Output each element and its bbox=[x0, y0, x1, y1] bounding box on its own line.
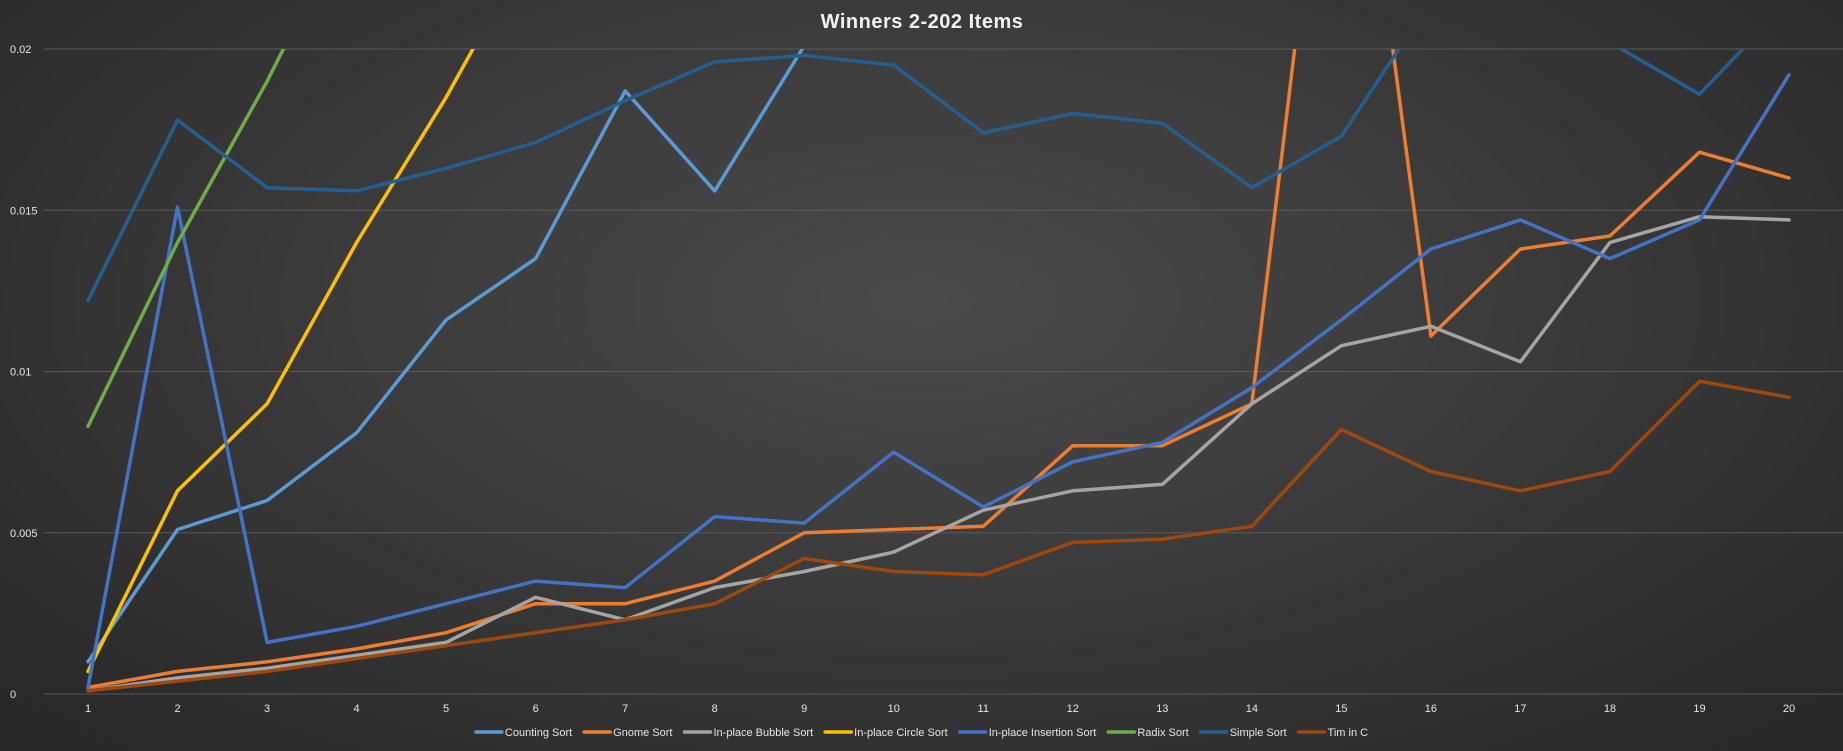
legend-label: In-place Insertion Sort bbox=[989, 727, 1097, 739]
x-tick-label: 20 bbox=[1783, 703, 1795, 715]
legend-label: Gnome Sort bbox=[613, 727, 672, 739]
legend-label: Simple Sort bbox=[1230, 727, 1287, 739]
x-tick-label: 2 bbox=[174, 703, 180, 715]
x-tick-label: 17 bbox=[1514, 703, 1526, 715]
x-tick-label: 19 bbox=[1693, 703, 1705, 715]
x-tick-label: 18 bbox=[1604, 703, 1616, 715]
y-tick-label: 0 bbox=[10, 689, 16, 701]
x-tick-label: 16 bbox=[1425, 703, 1437, 715]
x-tick-label: 1 bbox=[85, 703, 91, 715]
y-tick-label: 0.02 bbox=[10, 44, 31, 56]
x-tick-label: 8 bbox=[712, 703, 718, 715]
x-axis-ticks: 1 2 3 4 5 6 7 8 9 10 11 12 13 14 15 16 17 18 19 20 bbox=[85, 703, 1795, 715]
series-line-5 bbox=[86, 49, 286, 429]
legend-label: In-place Bubble Sort bbox=[713, 727, 813, 739]
x-tick-label: 12 bbox=[1067, 703, 1079, 715]
x-tick-label: 14 bbox=[1246, 703, 1258, 715]
y-tick-label: 0.01 bbox=[10, 367, 31, 379]
y-tick-label: 0.015 bbox=[10, 205, 38, 217]
legend-label: Counting Sort bbox=[505, 727, 572, 739]
legend-item-6: Simple Sort bbox=[1198, 727, 1287, 739]
legend-label: In-place Circle Sort bbox=[854, 727, 948, 739]
chart-title: Winners 2-202 Items bbox=[821, 11, 1024, 33]
legend-item-4: In-place Insertion Sort bbox=[957, 727, 1097, 739]
y-axis-ticks: 0 0.005 0.01 0.015 0.02 bbox=[10, 44, 38, 701]
legend-item-2: In-place Bubble Sort bbox=[682, 727, 813, 739]
legend-item-3: In-place Circle Sort bbox=[823, 727, 948, 739]
x-tick-label: 9 bbox=[801, 703, 807, 715]
series-lines bbox=[86, 49, 1791, 693]
y-tick-label: 0.005 bbox=[10, 528, 38, 540]
legend-item-1: Gnome Sort bbox=[582, 727, 672, 739]
gridlines bbox=[44, 48, 1843, 695]
x-tick-label: 4 bbox=[354, 703, 360, 715]
series-line-3 bbox=[86, 49, 475, 674]
legend-label: Radix Sort bbox=[1137, 727, 1188, 739]
series-line-6 bbox=[86, 49, 1746, 303]
x-tick-label: 7 bbox=[622, 703, 628, 715]
x-tick-label: 11 bbox=[978, 703, 989, 715]
series-line-0 bbox=[86, 49, 805, 664]
x-tick-label: 10 bbox=[888, 703, 900, 715]
x-tick-label: 3 bbox=[264, 703, 270, 715]
x-tick-label: 5 bbox=[443, 703, 449, 715]
legend-item-0: Counting Sort bbox=[474, 727, 572, 739]
x-tick-label: 15 bbox=[1335, 703, 1347, 715]
x-tick-label: 13 bbox=[1156, 703, 1168, 715]
x-tick-label: 6 bbox=[533, 703, 539, 715]
series-line-4 bbox=[86, 73, 1791, 690]
series-line-2 bbox=[86, 214, 1791, 693]
legend-item-5: Radix Sort bbox=[1106, 727, 1189, 739]
legend-label: Tim in C bbox=[1328, 727, 1369, 739]
series-line-7 bbox=[86, 379, 1791, 693]
legend: Counting Sort Gnome Sort In-place Bubble S… bbox=[474, 727, 1369, 739]
series-line-1 bbox=[86, 49, 1791, 690]
legend-item-7: Tim in C bbox=[1296, 727, 1369, 739]
